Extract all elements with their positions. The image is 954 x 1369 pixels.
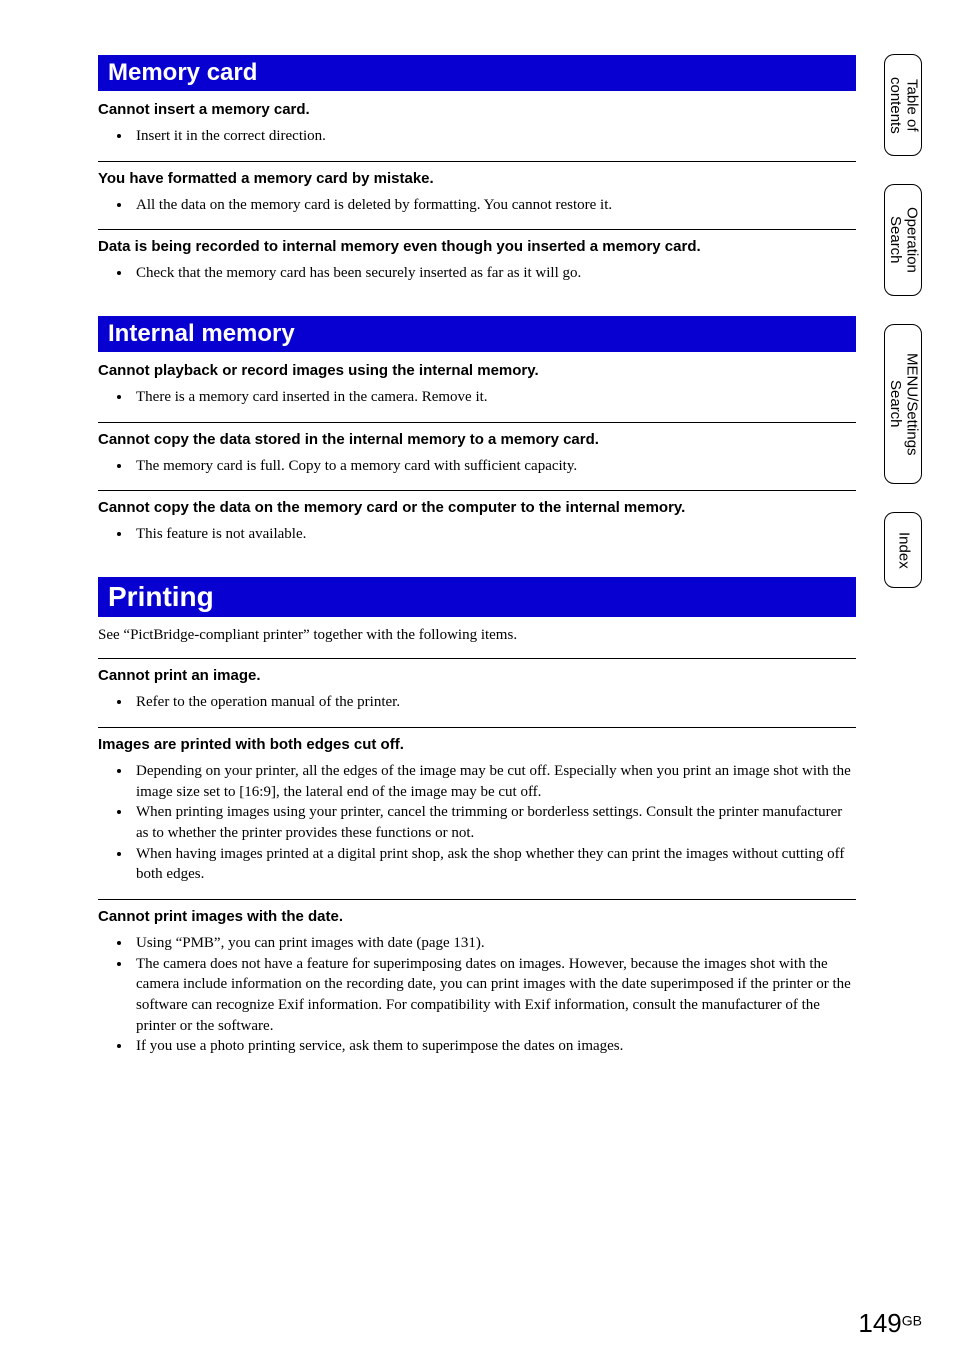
bullet: Insert it in the correct direction. (132, 126, 856, 147)
bullet: If you use a photo printing service, ask… (132, 1036, 856, 1057)
separator (98, 899, 856, 900)
issue-bullets: Check that the memory card has been secu… (98, 263, 856, 284)
section-title: Internal memory (98, 316, 856, 352)
issue-heading: Cannot copy the data stored in the inter… (98, 431, 856, 448)
issue-heading: Cannot insert a memory card. (98, 101, 856, 118)
bullet: All the data on the memory card is delet… (132, 195, 856, 216)
bullet: The camera does not have a feature for s… (132, 954, 856, 1037)
issue-heading: You have formatted a memory card by mist… (98, 170, 856, 187)
bullet: When printing images using your printer,… (132, 802, 856, 843)
issue-heading: Cannot print images with the date. (98, 908, 856, 925)
bullet: This feature is not available. (132, 524, 856, 545)
bullet: There is a memory card inserted in the c… (132, 387, 856, 408)
bullet: Check that the memory card has been secu… (132, 263, 856, 284)
issue-heading: Cannot print an image. (98, 667, 856, 684)
issue-bullets: There is a memory card inserted in the c… (98, 387, 856, 408)
issue-heading: Images are printed with both edges cut o… (98, 736, 856, 753)
page-number: 149GB (858, 1308, 922, 1339)
issue-bullets: Depending on your printer, all the edges… (98, 761, 856, 885)
bullet: Depending on your printer, all the edges… (132, 761, 856, 802)
page-number-suffix: GB (902, 1313, 922, 1329)
issue-heading: Data is being recorded to internal memor… (98, 238, 856, 255)
issue-heading: Cannot playback or record images using t… (98, 362, 856, 379)
section-intro: See “PictBridge-compliant printer” toget… (98, 627, 856, 644)
separator (98, 727, 856, 728)
bullet: The memory card is full. Copy to a memor… (132, 456, 856, 477)
separator (98, 161, 856, 162)
issue-bullets: The memory card is full. Copy to a memor… (98, 456, 856, 477)
issue-bullets: Insert it in the correct direction. (98, 126, 856, 147)
issue-bullets: Refer to the operation manual of the pri… (98, 692, 856, 713)
issue-bullets: Using “PMB”, you can print images with d… (98, 933, 856, 1057)
issue-bullets: This feature is not available. (98, 524, 856, 545)
page-number-value: 149 (858, 1308, 901, 1338)
bullet: Refer to the operation manual of the pri… (132, 692, 856, 713)
bullet: Using “PMB”, you can print images with d… (132, 933, 856, 954)
separator (98, 422, 856, 423)
issue-heading: Cannot copy the data on the memory card … (98, 499, 856, 516)
separator (98, 229, 856, 230)
separator (98, 658, 856, 659)
section-title: Memory card (98, 55, 856, 91)
issue-bullets: All the data on the memory card is delet… (98, 195, 856, 216)
page-content: Memory card Cannot insert a memory card.… (0, 0, 954, 1111)
bullet: When having images printed at a digital … (132, 844, 856, 885)
section-title: Printing (98, 577, 856, 617)
separator (98, 490, 856, 491)
